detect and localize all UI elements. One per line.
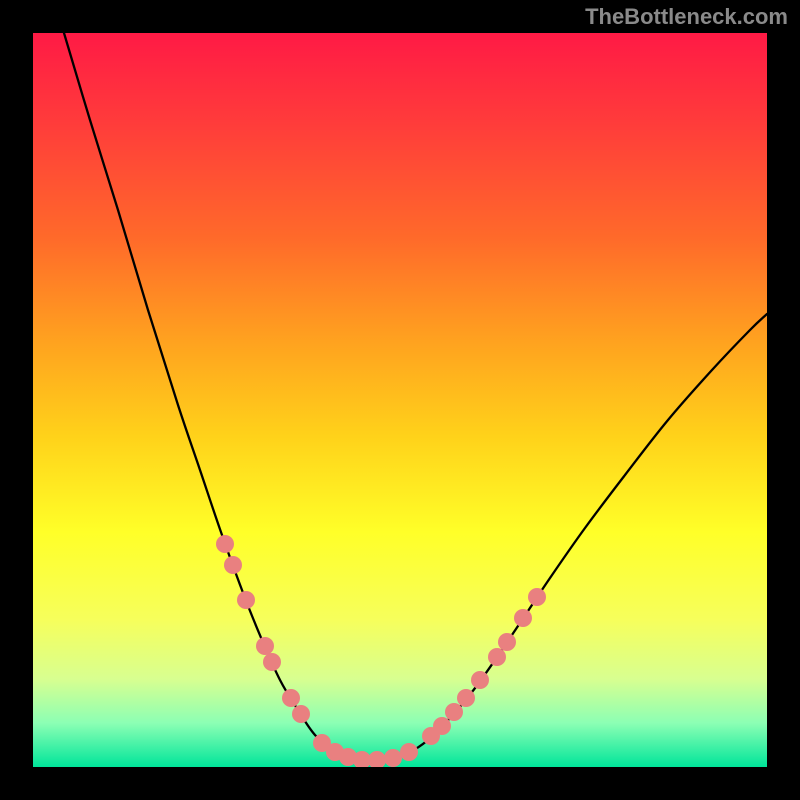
watermark-text: TheBottleneck.com (585, 4, 788, 30)
data-marker (384, 749, 402, 767)
data-marker (237, 591, 255, 609)
data-marker (216, 535, 234, 553)
data-marker (498, 633, 516, 651)
data-marker (263, 653, 281, 671)
data-marker (256, 637, 274, 655)
data-marker (528, 588, 546, 606)
data-marker (471, 671, 489, 689)
data-marker (292, 705, 310, 723)
plot-area (33, 33, 767, 767)
chart-container: { "image": { "width": 800, "height": 800… (0, 0, 800, 800)
gradient-background (33, 33, 767, 767)
data-marker (445, 703, 463, 721)
data-marker (282, 689, 300, 707)
data-marker (457, 689, 475, 707)
data-marker (433, 717, 451, 735)
data-marker (400, 743, 418, 761)
data-marker (514, 609, 532, 627)
data-marker (488, 648, 506, 666)
data-marker (224, 556, 242, 574)
bottleneck-curve-chart (33, 33, 767, 767)
